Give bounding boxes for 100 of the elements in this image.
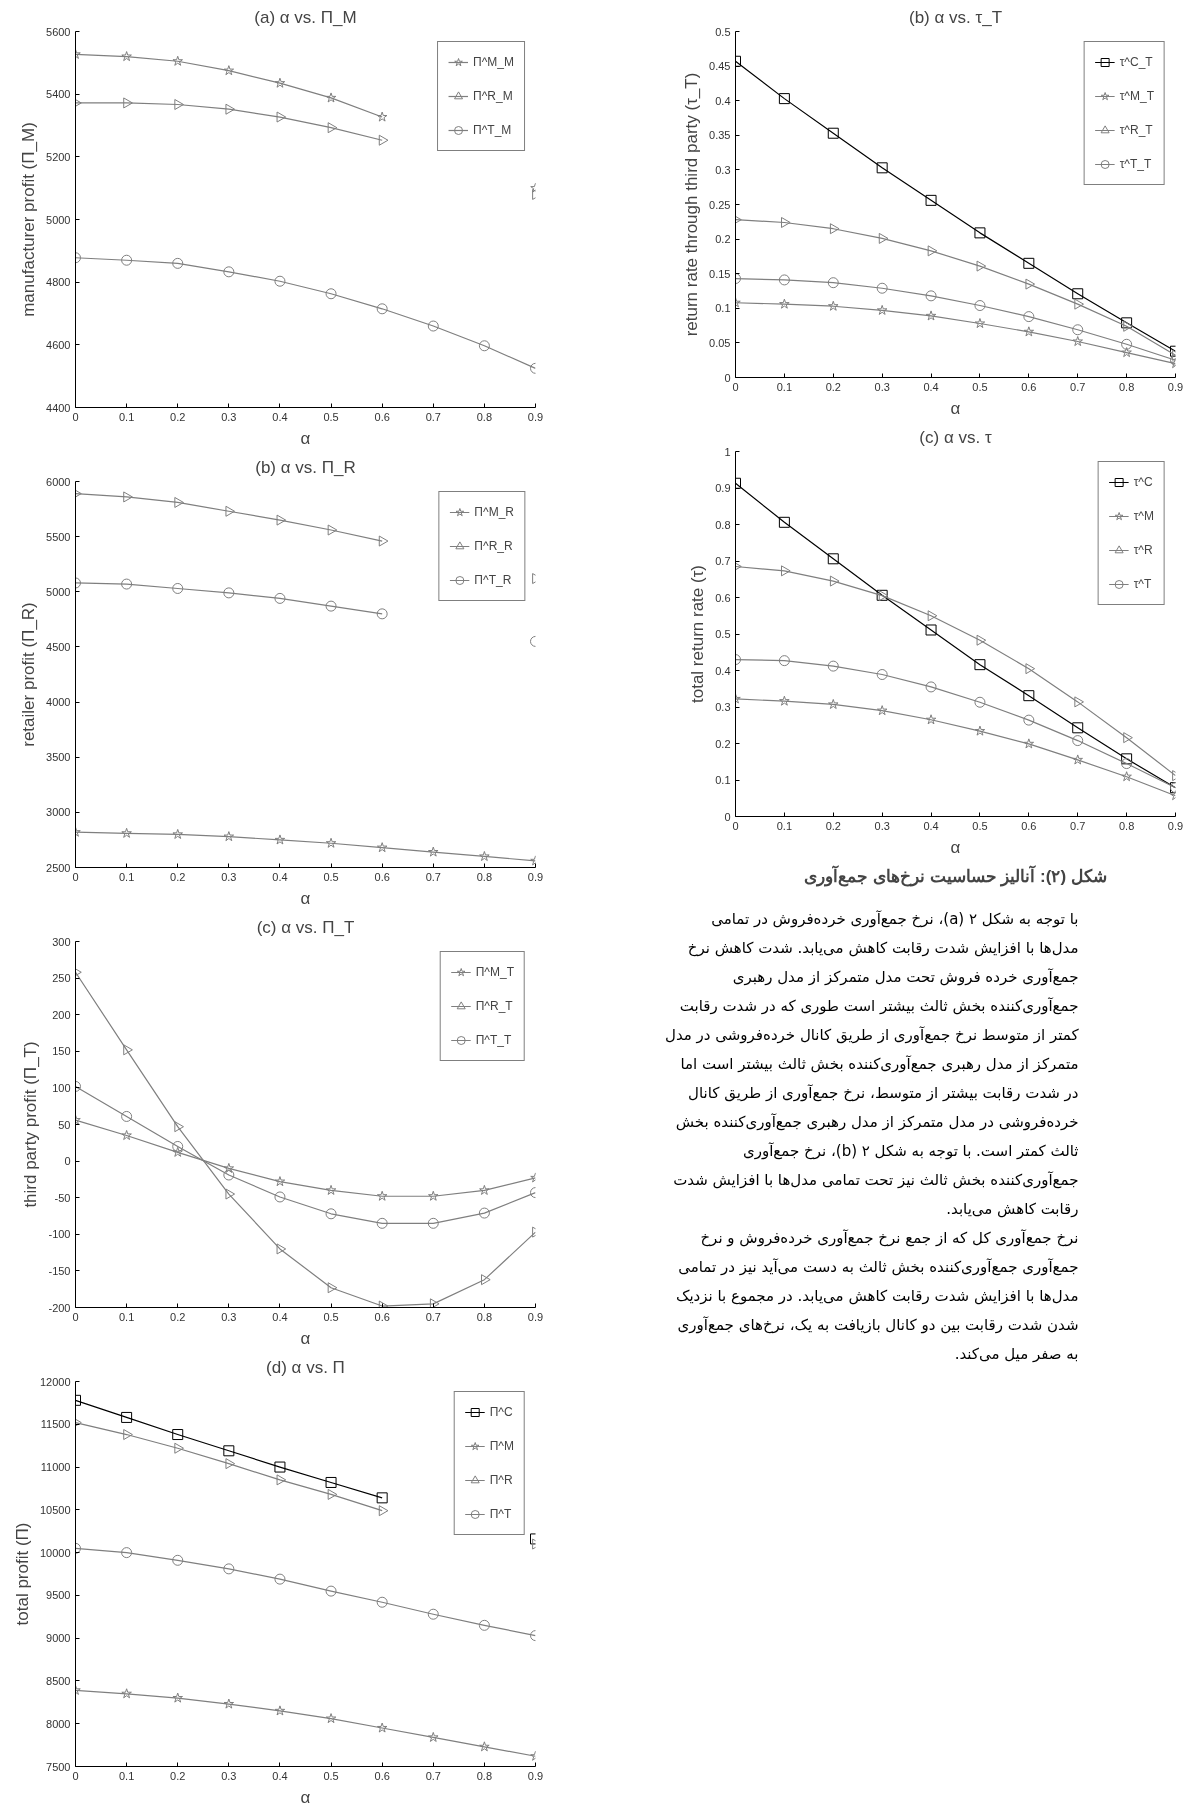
point: [779, 695, 790, 706]
point: [1072, 324, 1084, 336]
point: [1121, 338, 1133, 350]
y-tick-label: 12000: [39, 1375, 71, 1388]
y-tick-label: 0: [724, 371, 731, 384]
point: [878, 232, 889, 244]
point: [1074, 696, 1084, 708]
point: [223, 1698, 235, 1709]
point: [479, 850, 490, 862]
y-tick-label: -150: [48, 1264, 71, 1277]
point: [172, 828, 183, 839]
legend-label: Π^T_M: [473, 123, 512, 137]
y-axis-title: total profit (Π): [12, 1522, 32, 1626]
legend-label: Π^C: [489, 1405, 513, 1419]
y-tick-label: 300: [52, 935, 71, 948]
point: [1023, 311, 1035, 323]
x-tick-label: 0.1: [118, 870, 135, 883]
point: [325, 837, 337, 848]
x-tick-label: 0.4: [923, 819, 939, 832]
point: [121, 1110, 133, 1122]
point: [1121, 758, 1133, 770]
text: شدن شدت رقابت بین دو کانال بازیافت به یک، نرخ‌های جمع‌آوری: [676, 1315, 1079, 1336]
point: [925, 290, 937, 302]
legend-label: Π^M_M: [473, 55, 514, 69]
text: متمرکز از مدل رهبری جمع‌آوری‌کننده بخش ثالث بیشتر است اما: [679, 1054, 1079, 1075]
point: [378, 134, 389, 146]
x-tick-label: 0.3: [221, 410, 237, 423]
x-tick-label: 0.7: [425, 870, 441, 883]
y-tick-label: 0.4: [715, 94, 731, 107]
point: [827, 660, 839, 672]
point: [378, 1505, 389, 1517]
y-tick-label: 4500: [46, 640, 71, 653]
y-tick-label: -100: [48, 1228, 71, 1241]
point: [121, 578, 133, 590]
x-tick-label: 0.3: [874, 819, 890, 832]
x-tick-label: 0.9: [527, 1310, 544, 1323]
y-tick-label: 0.3: [715, 163, 731, 176]
y-tick-label: 0.7: [715, 555, 731, 567]
point: [274, 834, 286, 845]
x-tick-label: 0.7: [1070, 819, 1086, 832]
x-tick-label: 0.3: [221, 1769, 237, 1782]
point: [174, 1442, 184, 1454]
point: [276, 111, 287, 123]
y-tick-label: 0: [64, 1155, 71, 1168]
point: [223, 65, 235, 76]
point: [1121, 771, 1132, 782]
legend-label: τ^R: [1133, 543, 1154, 557]
point: [778, 655, 790, 667]
point: [925, 681, 937, 693]
point: [1072, 735, 1084, 747]
point: [376, 303, 388, 315]
point: [276, 1474, 287, 1486]
point: [778, 274, 790, 286]
y-tick-label: 0.5: [715, 25, 731, 38]
x-tick-label: 0.4: [272, 1310, 288, 1323]
point: [123, 491, 133, 503]
legend-label: Π^M: [489, 1439, 514, 1453]
legend-label: Π^T: [489, 1507, 512, 1521]
point: [223, 831, 235, 842]
x-tick-label: 0.4: [923, 380, 939, 393]
point: [172, 257, 184, 269]
y-tick-label: 0.2: [715, 233, 731, 246]
point: [479, 1184, 490, 1195]
y-tick-label: 0.9: [715, 482, 731, 494]
y-axis-title: third party profit (Π_T): [21, 1041, 41, 1208]
point: [1121, 347, 1132, 358]
y-tick-label: 4800: [46, 276, 71, 289]
x-tick-label: 0.2: [170, 870, 186, 883]
x-tick-label: 0.7: [425, 1310, 441, 1323]
point: [121, 1688, 132, 1699]
x-tick-label: 0.2: [825, 380, 841, 393]
y-tick-label: 11500: [40, 1418, 71, 1431]
y-tick-label: 0: [724, 810, 731, 823]
text: جمع‌آوری جمع‌آوری‌کننده بخش ثالث به دست می‌آید نیز در تمامی: [677, 1257, 1079, 1278]
point: [974, 318, 986, 329]
x-tick-label: 0.6: [374, 1310, 390, 1323]
point: [172, 1140, 184, 1152]
legend-label: τ^T_T: [1119, 157, 1152, 171]
y-tick-label: 50: [58, 1118, 71, 1131]
y-tick-label: 5200: [46, 150, 71, 163]
point: [274, 1461, 286, 1473]
point: [174, 1121, 184, 1133]
point: [427, 1608, 439, 1620]
chart-title: (d) α vs. Π: [266, 1357, 345, 1377]
point: [325, 1476, 337, 1488]
chart-title: (c) α vs. Π_T: [256, 917, 355, 937]
point: [427, 1217, 439, 1229]
point: [1121, 753, 1133, 765]
y-tick-label: 10500: [39, 1503, 71, 1516]
x-tick-label: 0.9: [1167, 819, 1184, 832]
x-tick-label: 0: [72, 1769, 79, 1782]
point: [172, 582, 184, 594]
x-tick-label: 0.9: [527, 410, 544, 423]
point: [876, 705, 888, 716]
x-tick-label: 0.8: [476, 870, 493, 883]
point: [976, 634, 987, 646]
point: [327, 1282, 338, 1294]
x-tick-label: 0.9: [527, 1769, 544, 1782]
point: [223, 1445, 235, 1457]
x-tick-label: 0.5: [972, 819, 988, 832]
